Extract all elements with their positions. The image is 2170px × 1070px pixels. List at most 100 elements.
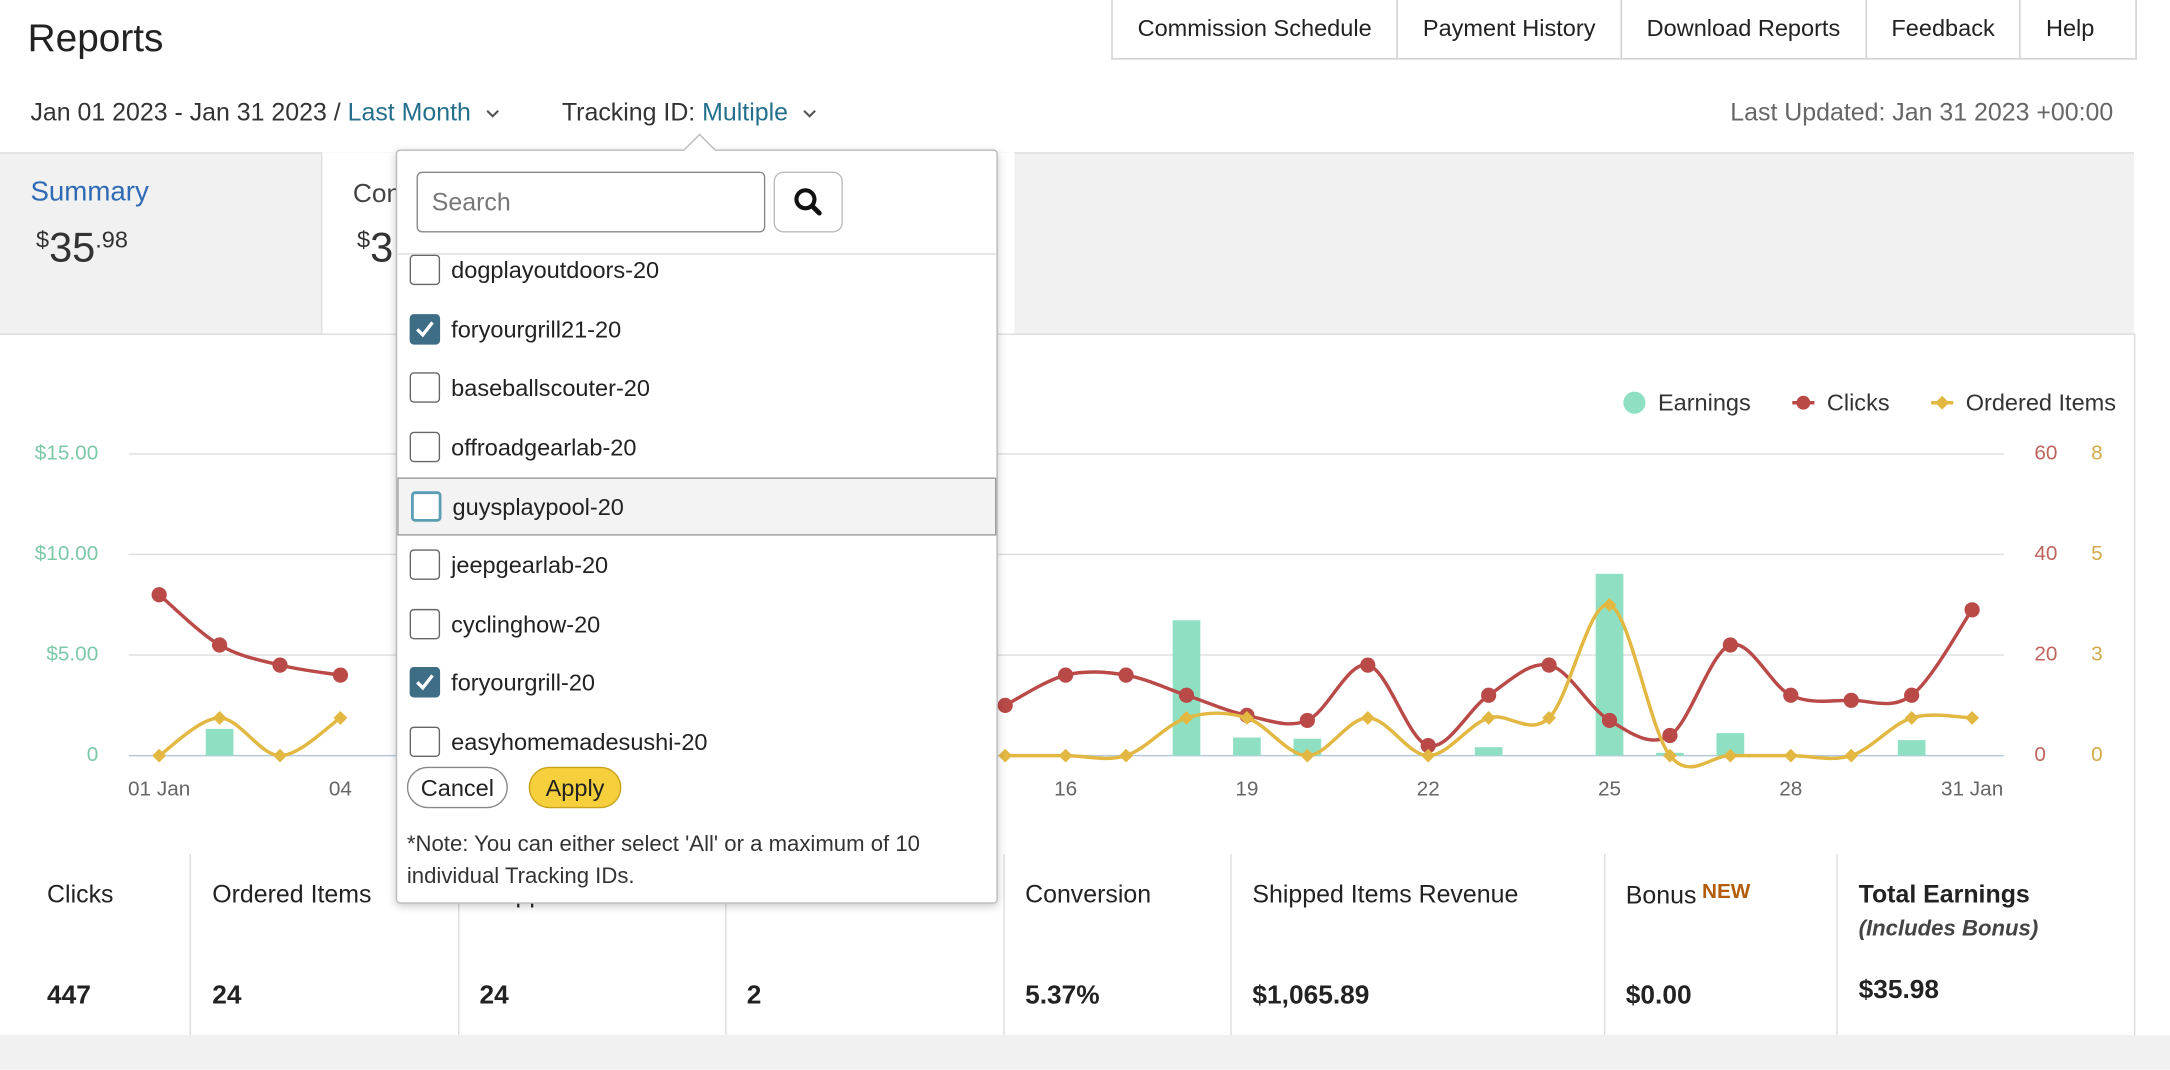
checkbox[interactable] bbox=[409, 549, 441, 580]
nav-tab[interactable]: Help bbox=[2045, 15, 2095, 42]
axis-tick-label: 60 bbox=[2034, 441, 2057, 464]
stat-value: $1,065.89 bbox=[1252, 981, 1370, 1011]
tracking-option[interactable]: foryourgrill21-20 bbox=[397, 301, 996, 359]
date-range: Jan 01 2023 - Jan 31 2023 / bbox=[30, 98, 341, 126]
tracking-option[interactable]: baseballscouter-20 bbox=[397, 360, 996, 418]
clicks-marker bbox=[1299, 712, 1315, 729]
legend-swatch bbox=[1796, 395, 1811, 410]
tracking-option[interactable]: cyclinghow-20 bbox=[397, 596, 996, 654]
nav-tab[interactable]: Payment History bbox=[1398, 0, 1622, 59]
earnings-bar bbox=[205, 728, 234, 756]
items-marker bbox=[273, 748, 287, 763]
option-label: dogplayoutdoors-20 bbox=[451, 257, 660, 284]
search-input[interactable]: Search bbox=[416, 171, 766, 233]
checkbox[interactable] bbox=[409, 608, 441, 639]
stat-label-text: Clicks bbox=[47, 880, 114, 908]
items-marker bbox=[1421, 748, 1436, 763]
x-tick-label: 01 Jan bbox=[128, 778, 190, 801]
stat-label-text: Shipped Items Revenue bbox=[1252, 880, 1519, 908]
stat-label-text: Conversion bbox=[1025, 880, 1152, 908]
tracking-option[interactable]: easyhomemadesushi-20 bbox=[397, 714, 996, 761]
tracking-option[interactable]: dogplayoutdoors-20 bbox=[397, 254, 996, 301]
summary-tab-label[interactable]: Summary bbox=[30, 177, 149, 208]
clicks-marker bbox=[1118, 667, 1134, 683]
stat-label: Total Earnings (Includes Bonus) bbox=[1859, 880, 2039, 942]
items-marker bbox=[1360, 710, 1375, 725]
checkbox[interactable] bbox=[409, 667, 441, 698]
tracking-option[interactable]: offroadgearlab-20 bbox=[397, 419, 996, 477]
stat-value: 24 bbox=[479, 981, 509, 1011]
tracking-dropdown: Search dogplayoutdoors-20 foryourgrill21-… bbox=[395, 133, 998, 904]
stat-cell: Shipped Items Revenue $1,065.89 bbox=[1232, 853, 1606, 1036]
stat-value: 5.37% bbox=[1025, 981, 1100, 1011]
axis-tick-label: 0 bbox=[2091, 743, 2103, 766]
items-marker bbox=[1783, 748, 1798, 763]
chart-panel: 0 $5.00 $10.00 $15.00 0 20 40 60 0 3 5 8 01 Jan 04 16 1… bbox=[0, 333, 2136, 857]
legend-label: Earnings bbox=[1658, 389, 1751, 415]
items-marker bbox=[1663, 748, 1677, 763]
nav-tab[interactable]: Download Reports bbox=[1622, 0, 1867, 59]
tracking-option[interactable]: foryourgrill-20 bbox=[397, 655, 996, 713]
option-label: cyclinghow-20 bbox=[451, 611, 601, 638]
stat-label: Ordered Items bbox=[212, 880, 371, 909]
clicks-marker bbox=[1722, 637, 1738, 653]
clicks-marker bbox=[332, 667, 349, 683]
checkbox[interactable] bbox=[409, 372, 441, 403]
checkbox[interactable] bbox=[409, 431, 441, 462]
period-link[interactable]: Last Month bbox=[347, 98, 471, 126]
stat-label: Conversion bbox=[1025, 880, 1151, 909]
items-marker bbox=[998, 748, 1013, 763]
clicks-marker bbox=[1360, 657, 1376, 673]
clicks-marker bbox=[272, 657, 288, 673]
stat-cell: Conversion 5.37% bbox=[1004, 853, 1232, 1036]
checkmark bbox=[416, 320, 434, 337]
nav-tab[interactable]: Feedback bbox=[1867, 0, 2022, 59]
clicks-marker bbox=[1662, 727, 1678, 744]
option-label: offroadgearlab-20 bbox=[451, 434, 637, 461]
currency: $ bbox=[35, 226, 50, 254]
nav-tab[interactable]: Commission Schedule bbox=[1113, 0, 1398, 59]
tracking-option[interactable]: guysplaypool-20 bbox=[397, 477, 997, 537]
axis-tick-label: $15.00 bbox=[35, 441, 98, 464]
earnings-bar bbox=[1716, 733, 1745, 756]
chart: 0 $5.00 $10.00 $15.00 0 20 40 60 0 3 5 8 01 Jan 04 16 1… bbox=[35, 389, 2116, 801]
page-title: Reports bbox=[27, 16, 164, 60]
clicks-marker bbox=[1178, 687, 1195, 703]
stat-label-text: Total Earnings bbox=[1858, 880, 2030, 908]
legend-label: Clicks bbox=[1827, 389, 1890, 415]
checkbox[interactable] bbox=[409, 254, 441, 286]
tab-label[interactable]: Con bbox=[352, 179, 402, 209]
currency: $ bbox=[357, 226, 371, 254]
x-tick-label: 16 bbox=[1054, 778, 1077, 801]
date-filter[interactable]: Jan 01 2023 - Jan 31 2023 / Last Month bbox=[30, 98, 502, 127]
axis-tick-label: 0 bbox=[87, 743, 99, 766]
stat-label: Shipped Items Revenue bbox=[1252, 880, 1518, 909]
stat-note: (Includes Bonus) bbox=[1858, 917, 2039, 942]
tracking-option[interactable]: jeepgearlab-20 bbox=[397, 537, 996, 595]
checkbox[interactable] bbox=[409, 726, 441, 757]
tracking-filter[interactable]: Tracking ID: Multiple bbox=[562, 98, 820, 127]
earnings-bar bbox=[1233, 737, 1261, 756]
tracking-value[interactable]: Multiple bbox=[702, 98, 789, 126]
x-tick-label: 19 bbox=[1235, 778, 1258, 801]
clicks-marker bbox=[1481, 687, 1497, 703]
stat-label: Bonus NEW bbox=[1626, 880, 1751, 910]
search-icon bbox=[794, 188, 822, 216]
axis-tick-label: 5 bbox=[2091, 542, 2103, 565]
x-tick-label: 28 bbox=[1779, 778, 1802, 801]
cancel-button[interactable]: Cancel bbox=[406, 766, 508, 809]
legend-swatch bbox=[1935, 395, 1950, 410]
checkbox[interactable] bbox=[409, 313, 441, 345]
stat-value: $0.00 bbox=[1625, 981, 1692, 1011]
axis-tick-label: 40 bbox=[2034, 542, 2057, 565]
items-marker bbox=[1904, 710, 1919, 725]
legend-swatch bbox=[1623, 391, 1646, 414]
checkmark-stroke bbox=[416, 320, 434, 337]
search-button[interactable] bbox=[773, 171, 843, 233]
checkbox[interactable] bbox=[411, 491, 442, 523]
apply-button[interactable]: Apply bbox=[528, 766, 622, 809]
series-line bbox=[1004, 608, 1974, 748]
stat-value: 2 bbox=[746, 981, 762, 1011]
